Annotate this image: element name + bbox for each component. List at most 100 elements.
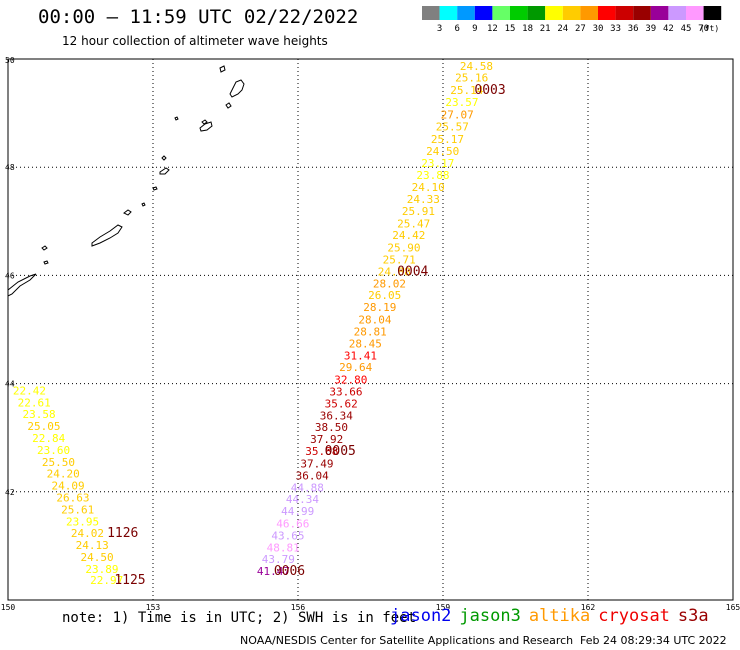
swh-label: 25.71 [383,253,416,266]
swh-label: 32.80 [334,374,367,387]
plot-border [7,58,734,601]
swh-label: 25.14 [450,84,483,97]
x-tick-label: 156 [291,603,306,612]
y-tick-label: 46 [5,271,15,280]
coastline-kuril-6 [174,116,179,121]
y-tick-label: 50 [5,56,15,65]
y-tick-label: 48 [5,163,15,172]
y-tick-label: 44 [5,380,15,389]
swh-label: 33.66 [329,386,362,399]
colorbar-swatch [615,6,634,20]
swh-label: 43.79 [262,553,295,566]
colorbar-label: 21 [540,24,551,34]
swh-label: 26.05 [368,289,401,302]
swh-label: 44.99 [281,505,314,518]
colorbar-swatch [510,6,528,20]
plot-frame [7,58,734,601]
colorbar-unit: (ft) [700,24,719,33]
footer-timestamp: Feb 24 08:29:34 UTC 2022 [580,634,727,647]
time-label: 0003 [474,83,505,98]
swh-label: 25.47 [397,217,430,230]
swh-labels: 24.5825.1625.1423.5727.0725.5725.1724.50… [13,60,493,587]
x-tick-label: 153 [146,603,161,612]
swh-label: 29.64 [339,361,372,374]
swh-label: 35.62 [325,397,358,410]
x-tick-label: 165 [726,603,740,612]
satellite-legend-s3a: s3a [677,606,709,626]
colorbar-label: 27 [575,24,586,34]
swh-label: 22.97 [90,574,123,587]
coastline-kuril-5 [201,119,208,125]
time-label: 1126 [107,526,138,541]
swh-label: 24.10 [412,181,445,194]
satellite-legend-altika: altika [528,606,591,626]
satellite-legend: jason2 jason3 altika cryosat s3a [390,606,717,626]
swh-label: 24.42 [392,229,425,242]
swh-label: 24.13 [76,539,109,552]
swh-label: 25.90 [387,242,420,255]
colorbar-label: 42 [663,24,674,34]
swh-label: 26.63 [56,492,89,505]
colorbar-label: 15 [505,24,516,34]
colorbar-swatch [668,6,686,20]
colorbar-swatch [545,6,563,20]
time-label: 1125 [114,573,145,588]
satellite-legend-jason2: jason2 [390,606,452,626]
colorbar-label: 18 [522,24,533,34]
swh-label: 41.47 [257,565,290,578]
swh-label: 28.81 [354,325,387,338]
swh-label: 44.88 [291,481,324,494]
coastline-kuril-3 [225,102,232,109]
colorbar-label: 12 [487,24,498,34]
coastline-kunashir [41,245,48,251]
swh-label: 27.07 [441,109,474,122]
time-labels: 0003 0004 0005 0006 1126 1125 [107,83,506,588]
note-text: note: 1) Time is in UTC; 2) SWH is in fe… [62,610,417,626]
swh-label: 22.42 [13,384,46,397]
swh-label: 28.19 [363,301,396,314]
time-label: 0006 [274,564,305,579]
chart-title: 00:00 – 11:59 UTC 02/22/2022 [38,6,359,28]
swh-label: 24.20 [47,468,80,481]
swh-label: 36.34 [320,409,353,422]
swh-label: 38.50 [315,421,348,434]
x-tick-label: 162 [581,603,596,612]
coastline-kuril-7 [161,155,167,161]
colorbar-swatch [598,6,616,20]
coastline-kuril-4 [199,121,213,132]
coastline-hokkaido-islet [43,260,49,265]
swh-label: 25.61 [61,503,94,516]
swh-label: 44.34 [286,493,319,506]
colorbar-swatch [439,6,458,20]
colorbar-label: 9 [472,24,477,34]
colorbar-swatch [457,6,475,20]
swh-label: 28.45 [349,337,382,350]
footer-credit: NOAA/NESDIS Center for Satellite Applica… [240,634,574,647]
swh-label: 23.88 [416,169,449,182]
swh-label: 23.95 [66,515,99,528]
colorbar-label: 24 [557,24,568,34]
x-tick-label: 159 [436,603,451,612]
coastline-kuril-2 [229,79,245,98]
colorbar-swatch [562,6,581,20]
colorbar-swatch [686,6,704,20]
colorbar: 3 6 9 12 15 18 21 24 27 30 33 36 39 42 45 70(ft) [422,6,722,34]
coastline-iturup [91,224,123,247]
coastline-kuril-8 [159,167,170,175]
colorbar-swatch [580,6,598,20]
swh-label: 25.17 [431,133,464,146]
colorbar-label: 6 [454,24,459,34]
swh-label: 28.04 [358,314,391,327]
x-tick-label: 150 [1,603,16,612]
colorbar-label: 30 [593,24,604,34]
swh-label: 25.50 [42,456,75,469]
time-label: 0004 [397,264,428,279]
swh-label: 22.61 [18,396,51,409]
colorbar-swatch [422,6,440,20]
swh-label: 25.91 [402,205,435,218]
colorbar-label: 36 [628,24,639,34]
colorbar-swatch [492,6,510,20]
swh-label: 23.57 [445,96,478,109]
swh-label: 35.88 [305,445,338,458]
